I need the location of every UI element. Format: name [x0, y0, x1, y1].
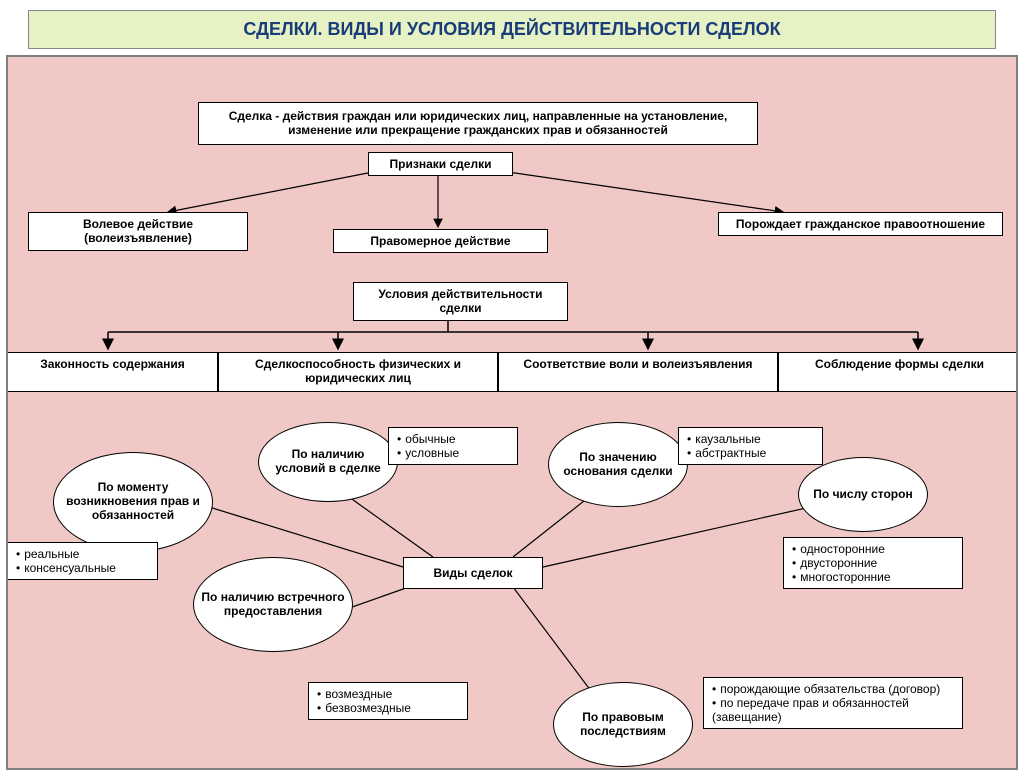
ellipse-conditions: По наличию условий в сделке — [258, 422, 398, 502]
page-title: СДЕЛКИ. ВИДЫ И УСЛОВИЯ ДЕЙСТВИТЕЛЬНОСТИ … — [28, 10, 996, 49]
ellipse-consequences: По правовым последствиям — [553, 682, 693, 767]
validity-form: Соблюдение формы сделки — [778, 352, 1018, 392]
list-basis: каузальные абстрактные — [678, 427, 823, 465]
sign-lawful: Правомерное действие — [333, 229, 548, 253]
list-consequences: порождающие обязательства (договор) по п… — [703, 677, 963, 729]
sign-volitional: Волевое действие (волеизъявление) — [28, 212, 248, 251]
ellipse-moment: По моменту возникновения прав и обязанно… — [53, 452, 213, 552]
ellipse-basis: По значению основания сделки — [548, 422, 688, 507]
types-heading-box: Виды сделок — [403, 557, 543, 589]
list-counter: возмездные безвозмездные — [308, 682, 468, 720]
arrows-layer — [8, 57, 1018, 770]
ellipse-parties: По числу сторон — [798, 457, 928, 532]
diagram-canvas: Сделка - действия граждан или юридически… — [6, 55, 1018, 770]
ellipse-counter: По наличию встречного предоставления — [193, 557, 353, 652]
validity-willmatch: Соответствие воли и волеизъявления — [498, 352, 778, 392]
validity-capacity: Сделкоспособность физических и юридическ… — [218, 352, 498, 392]
list-parties: односторонние двусторонние многосторонни… — [783, 537, 963, 589]
validity-legality: Законность содержания — [8, 352, 218, 392]
list-moment: реальные консенсуальные — [8, 542, 158, 580]
list-conditions: обычные условные — [388, 427, 518, 465]
definition-box: Сделка - действия граждан или юридически… — [198, 102, 758, 145]
sign-generates: Порождает гражданское правоотношение — [718, 212, 1003, 236]
validity-heading-box: Условия действительности сделки — [353, 282, 568, 321]
signs-heading-box: Признаки сделки — [368, 152, 513, 176]
